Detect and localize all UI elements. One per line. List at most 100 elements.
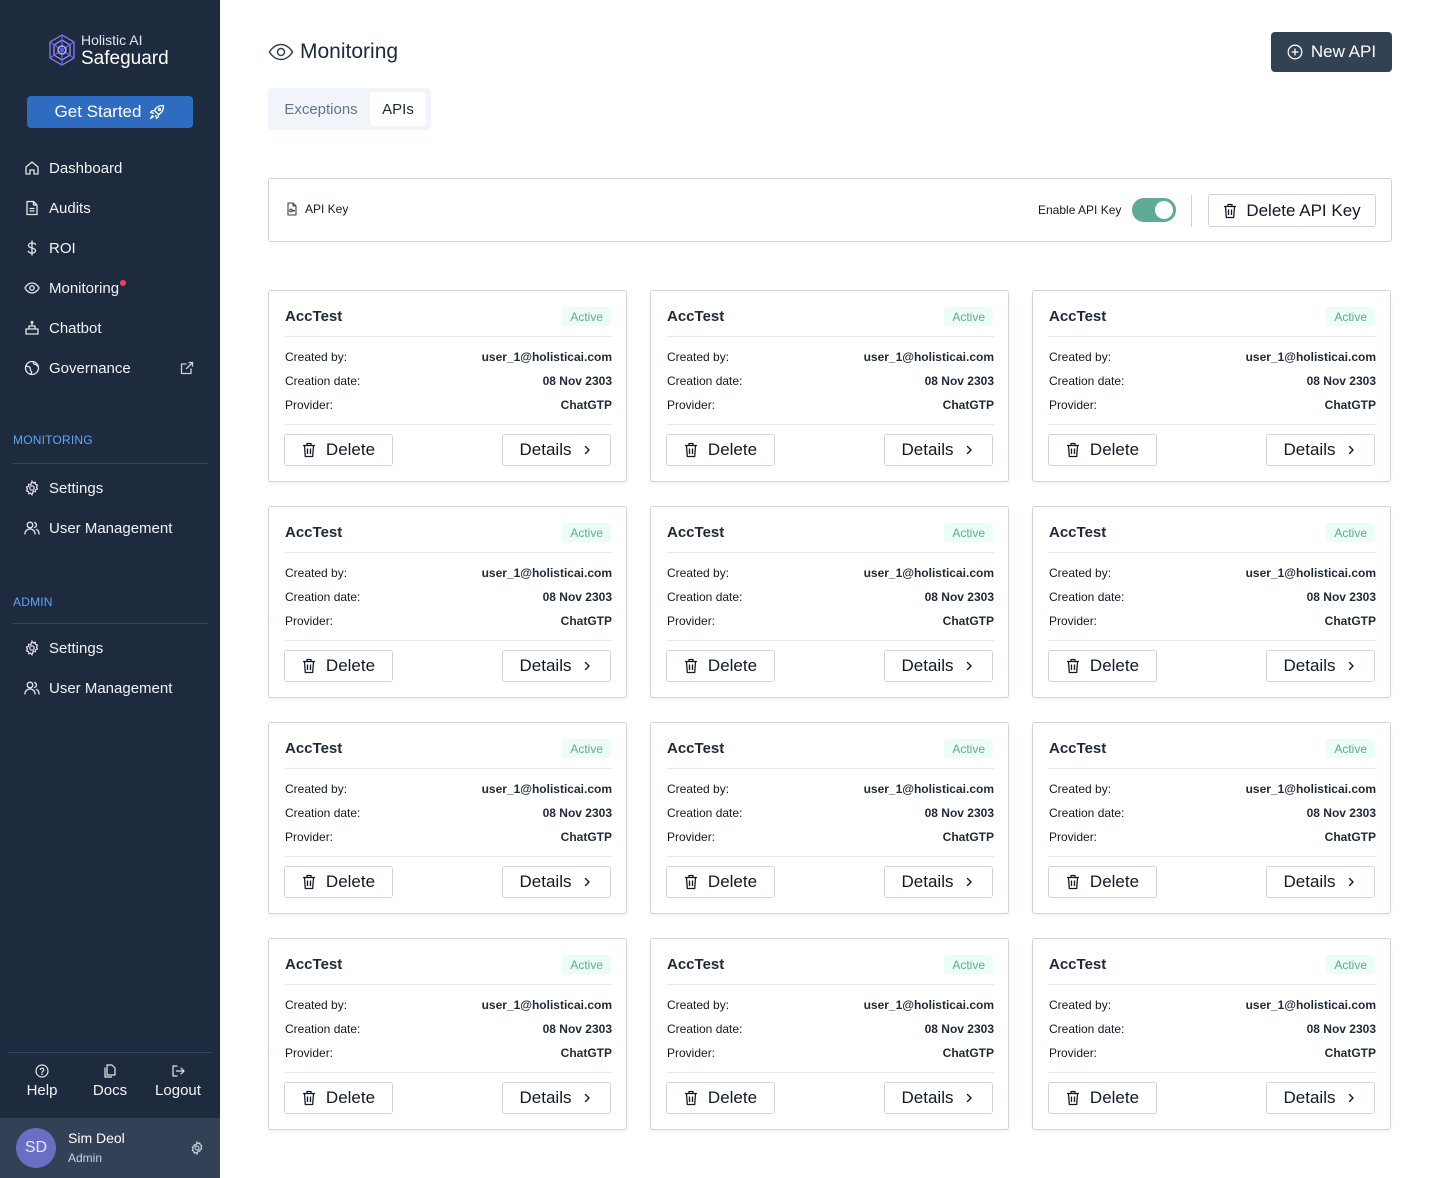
- user-profile: SD Sim Deol Admin: [0, 1118, 220, 1178]
- delete-button[interactable]: Delete: [666, 866, 775, 898]
- logo[interactable]: Holistic AI Safeguard: [46, 30, 169, 70]
- delete-button[interactable]: Delete: [666, 1082, 775, 1114]
- created-by-row: Created by: user_1@holisticai.com: [1049, 566, 1376, 580]
- delete-button[interactable]: Delete: [284, 866, 393, 898]
- home-icon: [25, 161, 39, 175]
- card-divider: [667, 336, 994, 337]
- details-button[interactable]: Details: [884, 434, 993, 466]
- avatar[interactable]: SD: [16, 1128, 56, 1168]
- toggle-knob: [1155, 201, 1173, 219]
- enable-api-key-toggle[interactable]: [1132, 198, 1176, 222]
- delete-button[interactable]: Delete: [1048, 434, 1157, 466]
- delete-button[interactable]: Delete: [284, 650, 393, 682]
- nav-roi[interactable]: ROI: [24, 236, 76, 260]
- delete-api-key-button[interactable]: Delete API Key: [1208, 194, 1376, 227]
- delete-label: Delete: [707, 1088, 758, 1107]
- details-button[interactable]: Details: [1266, 1082, 1375, 1114]
- external-link-icon[interactable]: [179, 360, 195, 376]
- delete-button[interactable]: Delete: [284, 434, 393, 466]
- details-button[interactable]: Details: [502, 434, 611, 466]
- created-by-label: Created by:: [667, 566, 730, 580]
- user-settings-icon[interactable]: [190, 1141, 204, 1155]
- trash-icon: [302, 874, 315, 890]
- logout-button[interactable]: Logout: [148, 1064, 208, 1108]
- api-card-title: AccTest: [667, 956, 725, 973]
- creation-date-label: Creation date:: [667, 590, 743, 604]
- delete-button[interactable]: Delete: [284, 1082, 393, 1114]
- details-button[interactable]: Details: [1266, 650, 1375, 682]
- nav-dashboard[interactable]: Dashboard: [24, 156, 122, 180]
- delete-button[interactable]: Delete: [666, 650, 775, 682]
- nav-dashboard-label: Dashboard: [49, 159, 123, 177]
- delete-button[interactable]: Delete: [1048, 650, 1157, 682]
- status-badge: Active: [944, 739, 993, 758]
- details-label: Details: [1283, 656, 1336, 675]
- get-started-button[interactable]: Get Started: [27, 96, 193, 128]
- created-by-value: user_1@holisticai.com: [481, 998, 612, 1012]
- created-by-row: Created by: user_1@holisticai.com: [667, 998, 994, 1012]
- delete-label: Delete: [325, 440, 376, 459]
- details-button[interactable]: Details: [502, 866, 611, 898]
- nav-audits[interactable]: Audits: [24, 196, 91, 220]
- nav-monitoring-user-management[interactable]: User Management: [24, 516, 172, 540]
- details-label: Details: [1283, 872, 1336, 891]
- docs-button[interactable]: Docs: [80, 1064, 140, 1108]
- admin-section-title: ADMIN: [13, 595, 53, 609]
- nav-admin-settings[interactable]: Settings: [24, 636, 103, 660]
- details-button[interactable]: Details: [1266, 434, 1375, 466]
- page-title-text: Monitoring: [300, 40, 399, 63]
- card-divider: [285, 984, 612, 985]
- details-button[interactable]: Details: [1266, 866, 1375, 898]
- delete-button[interactable]: Delete: [666, 434, 775, 466]
- provider-value: ChatGTP: [942, 1046, 994, 1060]
- details-label: Details: [901, 872, 954, 891]
- details-button[interactable]: Details: [884, 866, 993, 898]
- trash-icon: [302, 658, 315, 674]
- api-card-title: AccTest: [667, 524, 725, 541]
- nav-admin-user-management[interactable]: User Management: [24, 676, 172, 700]
- created-by-row: Created by: user_1@holisticai.com: [667, 566, 994, 580]
- creation-date-value: 08 Nov 2303: [924, 590, 994, 604]
- provider-value: ChatGTP: [560, 830, 612, 844]
- nav-monitoring[interactable]: Monitoring: [24, 276, 127, 300]
- details-button[interactable]: Details: [884, 1082, 993, 1114]
- details-label: Details: [519, 872, 572, 891]
- help-icon: [35, 1064, 49, 1078]
- card-divider: [667, 856, 994, 857]
- created-by-label: Created by:: [1049, 998, 1112, 1012]
- provider-label: Provider:: [285, 1046, 334, 1060]
- new-api-button[interactable]: New API: [1271, 32, 1392, 72]
- trash-icon: [1066, 442, 1079, 458]
- created-by-row: Created by: user_1@holisticai.com: [1049, 350, 1376, 364]
- creation-date-label: Creation date:: [667, 374, 743, 388]
- chevron-right-icon: [1349, 877, 1355, 887]
- new-api-label: New API: [1310, 42, 1377, 61]
- details-button[interactable]: Details: [502, 650, 611, 682]
- created-by-row: Created by: user_1@holisticai.com: [285, 782, 612, 796]
- card-divider: [285, 424, 612, 425]
- nav-governance[interactable]: Governance: [24, 356, 131, 380]
- nav-monitoring-user-management-label: User Management: [49, 519, 173, 537]
- nav-monitoring-settings[interactable]: Settings: [24, 476, 103, 500]
- api-key-label: API Key: [285, 202, 348, 216]
- card-divider: [667, 1072, 994, 1073]
- tab-exceptions[interactable]: Exceptions: [284, 100, 358, 118]
- help-button[interactable]: Help: [12, 1064, 72, 1108]
- api-card: AccTest Active Created by: user_1@holist…: [1032, 290, 1391, 482]
- admin-section-divider: [13, 623, 208, 624]
- trash-icon: [302, 1090, 315, 1106]
- chevron-right-icon: [1349, 1093, 1355, 1103]
- creation-date-value: 08 Nov 2303: [1306, 374, 1376, 388]
- details-button[interactable]: Details: [502, 1082, 611, 1114]
- delete-button[interactable]: Delete: [1048, 866, 1157, 898]
- api-card-title: AccTest: [1049, 524, 1107, 541]
- creation-date-row: Creation date: 08 Nov 2303: [667, 590, 994, 604]
- delete-label: Delete: [707, 440, 758, 459]
- chevron-right-icon: [967, 1093, 973, 1103]
- delete-button[interactable]: Delete: [1048, 1082, 1157, 1114]
- tab-apis[interactable]: APIs: [370, 92, 426, 126]
- status-badge: Active: [562, 955, 611, 974]
- nav-chatbot[interactable]: Chatbot: [24, 316, 102, 340]
- details-button[interactable]: Details: [884, 650, 993, 682]
- created-by-value: user_1@holisticai.com: [1245, 998, 1376, 1012]
